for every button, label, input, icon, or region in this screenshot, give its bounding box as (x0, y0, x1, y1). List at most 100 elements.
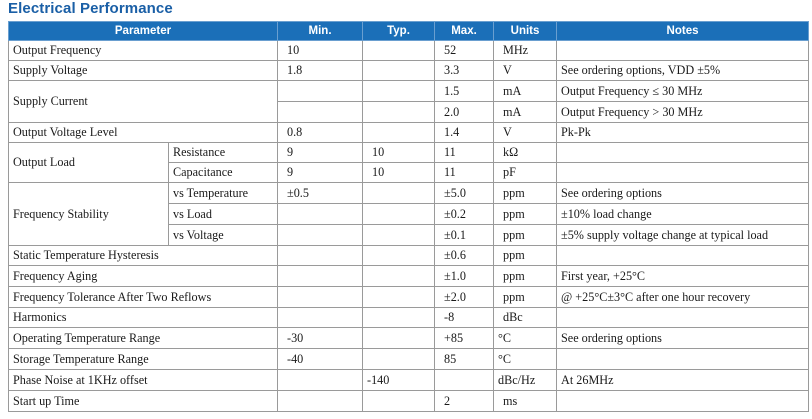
header-parameter: Parameter (7, 21, 279, 41)
cell-units: °C (493, 348, 558, 370)
cell-max: ±5.0 (434, 182, 495, 204)
cell-typ (362, 182, 436, 204)
cell-notes: First year, +25°C (556, 265, 810, 287)
cell-max (434, 369, 495, 391)
cell-units: ppm (493, 224, 558, 246)
row-label: Harmonics (7, 307, 279, 328)
cell-min: 9 (277, 142, 364, 163)
table-row: Static Temperature Hysteresis ±0.6 ppm (7, 245, 810, 266)
cell-min (277, 265, 364, 287)
row-label: Output Frequency (7, 40, 279, 61)
cell-notes: ±10% load change (556, 203, 810, 225)
cell-typ (362, 265, 436, 287)
row-label: Output Load (8, 142, 169, 183)
table-row: Output Load Resistance 9 10 11 kΩ (8, 142, 810, 183)
cell-units: ms (493, 390, 558, 412)
cell-typ (362, 122, 436, 143)
cell-min (277, 203, 364, 225)
cell-max: ±2.0 (434, 286, 495, 308)
row-label: Supply Current (7, 80, 279, 123)
row-label: Frequency Tolerance After Two Reflows (7, 286, 279, 308)
cell-max: ±1.0 (434, 265, 495, 287)
row-label: Frequency Stability (8, 182, 169, 246)
cell-max: +85 (434, 327, 495, 349)
cell-units: °C (493, 327, 558, 349)
cell-max: 1.4 (434, 122, 495, 143)
cell-max: 52 (434, 40, 495, 61)
cell-min: -30 (277, 327, 364, 349)
cell-min (277, 390, 364, 412)
table-row: Output Frequency 10 52 MHz (7, 40, 810, 61)
cell-min: ±0.5 (277, 182, 364, 204)
cell-max: 2 (434, 390, 495, 412)
cell-min: 1.8 (277, 60, 364, 81)
row-label: Supply Voltage (7, 60, 279, 81)
cell-typ (362, 245, 436, 266)
cell-typ (362, 348, 436, 370)
cell-notes: Output Frequency > 30 MHz (556, 101, 810, 123)
header-units: Units (493, 21, 558, 41)
cell-notes: Pk-Pk (556, 122, 810, 143)
header-notes: Notes (556, 21, 810, 41)
cell-typ (362, 224, 436, 246)
cell-notes (556, 142, 810, 163)
cell-typ: -140 (362, 369, 436, 391)
section-title: Electrical Performance (8, 0, 173, 17)
cell-notes: See ordering options (556, 327, 810, 349)
cell-notes (556, 245, 810, 266)
cell-units: ppm (493, 245, 558, 266)
cell-units: pF (493, 162, 558, 183)
cell-min: 9 (277, 162, 364, 183)
cell-min: 10 (277, 40, 364, 61)
cell-units: mA (493, 80, 558, 102)
cell-notes: @ +25°C±3°C after one hour recovery (556, 286, 810, 308)
header-min: Min. (277, 21, 364, 41)
cell-units: dBc/Hz (493, 369, 558, 391)
table-header-row: Parameter Min. Typ. Max. Units Notes (7, 21, 810, 41)
cell-notes (556, 40, 810, 61)
cell-typ (362, 390, 436, 412)
table-row: vs Voltage ±0.1 ppm ±5% supply voltage c… (9, 224, 810, 246)
cell-min (277, 101, 364, 123)
cell-max: 2.0 (434, 101, 495, 123)
row-label: Storage Temperature Range (7, 348, 279, 370)
row-label: Frequency Aging (7, 265, 279, 287)
cell-max: ±0.1 (434, 224, 495, 246)
cell-max: ±0.6 (434, 245, 495, 266)
cell-notes (556, 162, 810, 183)
cell-typ (362, 286, 436, 308)
cell-typ (362, 101, 436, 123)
row-label: Static Temperature Hysteresis (7, 245, 279, 266)
table-row: Capacitance 9 10 11 pF (9, 162, 810, 183)
table-row: Frequency Stability vs Temperature ±0.5 … (8, 182, 810, 246)
table-row: Harmonics -8 dBc (7, 307, 810, 328)
cell-notes: ±5% supply voltage change at typical loa… (556, 224, 810, 246)
cell-notes (556, 307, 810, 328)
row-sublabel: vs Voltage (167, 224, 279, 246)
header-max: Max. (434, 21, 495, 41)
row-sublabel: Capacitance (167, 162, 279, 183)
row-label: Output Voltage Level (7, 122, 279, 143)
table-row: Supply Current 1.5 mA Output Frequency ≤… (7, 80, 810, 123)
row-sublabel: vs Temperature (167, 182, 279, 204)
cell-min: 0.8 (277, 122, 364, 143)
table-row: Frequency Tolerance After Two Reflows ±2… (7, 286, 810, 308)
cell-typ (362, 60, 436, 81)
cell-min (277, 286, 364, 308)
row-label: Start up Time (7, 390, 279, 412)
header-typ: Typ. (362, 21, 436, 41)
table-row: Frequency Aging ±1.0 ppm First year, +25… (7, 265, 810, 287)
row-label: Operating Temperature Range (7, 327, 279, 349)
cell-units: ppm (493, 286, 558, 308)
cell-min (277, 224, 364, 246)
electrical-performance-table: Parameter Min. Typ. Max. Units Notes Out… (7, 21, 810, 412)
cell-max: -8 (434, 307, 495, 328)
cell-max: 3.3 (434, 60, 495, 81)
row-sublabel: Resistance (167, 142, 279, 163)
cell-units: kΩ (493, 142, 558, 163)
table-row: 2.0 mA Output Frequency > 30 MHz (9, 101, 810, 123)
table-row: Phase Noise at 1KHz offset -140 dBc/Hz A… (7, 369, 810, 391)
cell-units: ppm (493, 182, 558, 204)
cell-units: MHz (493, 40, 558, 61)
cell-units: V (493, 122, 558, 143)
